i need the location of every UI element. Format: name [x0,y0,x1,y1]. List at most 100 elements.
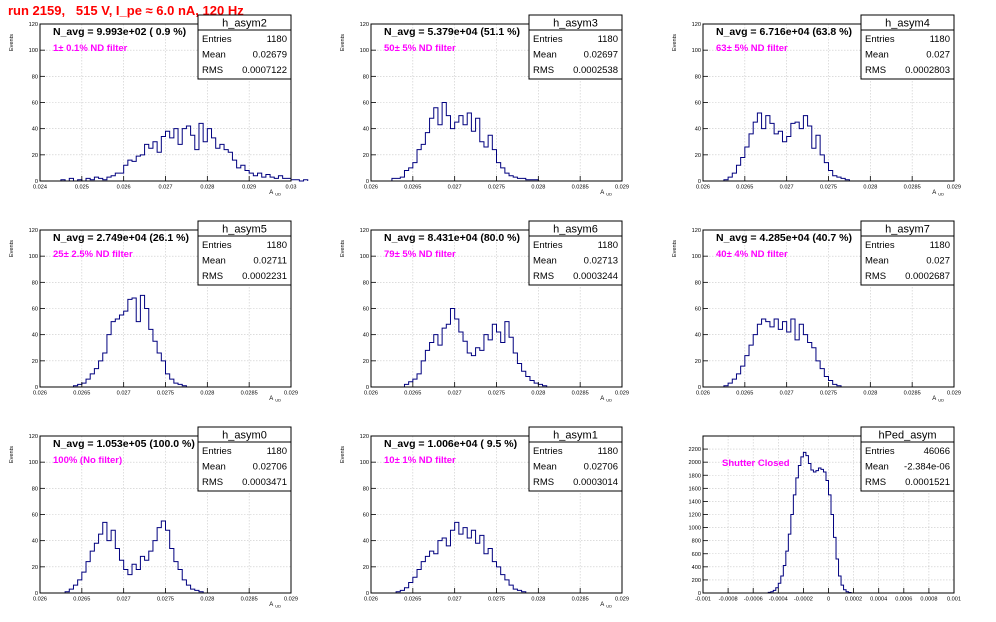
stats-label-mean: Mean [202,50,226,61]
x-tick-label: 0.0008 [920,597,937,603]
x-tick-label: 0.029 [615,597,629,603]
x-tick-label: 0.0006 [895,597,912,603]
x-tick-label: 0.027 [780,185,794,191]
y-axis-label: Events [672,34,678,51]
stats-label-entries: Entries [865,240,895,251]
y-tick-label: 20 [363,565,369,571]
y-tick-label: 1200 [689,513,701,519]
stats-value-mean: 0.027 [926,50,950,61]
y-tick-label: 60 [32,307,38,313]
y-tick-label: 80 [32,74,38,80]
y-tick-label: 60 [695,101,701,107]
x-tick-label: 0.027 [780,391,794,397]
x-tick-label: 0.026 [364,391,378,397]
stats-box: hPed_asym Entries 46066 Mean -2.384e-06 RMS 0.… [860,426,955,492]
filter-annotation: 1± 0.1% ND filter [53,43,128,54]
x-tick-label: 0.029 [947,185,961,191]
page-title: run 2159, 515 V, I_pe ≈ 6.0 nA, 120 Hz [8,3,244,18]
stats-value-mean: 0.02706 [253,462,287,473]
y-tick-label: 0 [35,179,38,185]
panel-h_asym1: 0.026 0.0265 0.027 0.0275 0.028 0.0285 0.029 0 2… [340,426,629,609]
x-tick-label: 0.0275 [157,391,174,397]
x-tick-label: 0.0265 [73,597,90,603]
stats-box: h_asym7 Entries 1180 Mean 0.027 RMS 0.0002687 [860,220,955,286]
x-tick-label: -0.0008 [719,597,738,603]
x-tick-label: 0.0285 [904,185,921,191]
y-tick-label: 20 [32,565,38,571]
stats-value-entries: 1180 [598,240,618,251]
x-axis-label-sub: UD [275,398,281,403]
y-tick-label: 80 [695,74,701,80]
stats-value-entries: 1180 [930,240,950,251]
stats-box-frame [528,220,623,286]
histogram-line [723,318,842,387]
y-tick-label: 2000 [689,460,701,466]
x-tick-label: 0.0265 [73,391,90,397]
stats-box: h_asym6 Entries 1180 Mean 0.02713 RMS 0.000324… [528,220,623,286]
y-tick-label: 0 [35,385,38,391]
x-axis-label-main: A [269,602,273,608]
y-axis-label: Events [9,34,15,51]
y-tick-label: 100 [29,460,38,466]
filter-annotation: 10± 1% ND filter [384,455,456,466]
panel-h_asym4: 0.026 0.0265 0.027 0.0275 0.028 0.0285 0.029 0 2… [672,14,961,197]
y-tick-label: 80 [363,486,369,492]
stats-label-entries: Entries [533,240,563,251]
y-axis-label: Events [9,240,15,257]
y-tick-label: 200 [692,578,701,584]
y-tick-label: 120 [692,22,701,28]
y-tick-label: 20 [32,359,38,365]
stats-box: h_asym3 Entries 1180 Mean 0.02697 RMS 0.000253… [528,14,623,80]
y-tick-label: 80 [363,74,369,80]
y-tick-label: 60 [32,513,38,519]
y-tick-label: 120 [360,228,369,234]
x-tick-label: 0.025 [75,185,89,191]
x-tick-label: 0.026 [696,391,710,397]
stats-label-entries: Entries [865,446,895,457]
y-tick-label: 1800 [689,473,701,479]
y-tick-label: 0 [366,591,369,597]
x-tick-label: 0.027 [448,185,462,191]
stats-value-mean: 0.027 [926,256,950,267]
stats-box: h_asym5 Entries 1180 Mean 0.02711 RMS 0.000223… [197,220,292,286]
x-tick-label: 0.026 [33,597,47,603]
x-tick-label: -0.0004 [769,597,788,603]
histogram-line [723,112,850,181]
y-tick-label: 120 [360,22,369,28]
y-tick-label: 40 [363,127,369,133]
x-tick-label: 0.024 [33,185,47,191]
x-tick-label: 0.03 [286,185,297,191]
stats-box-title: hPed_asym [878,430,936,442]
panel-h_asym3: 0.026 0.0265 0.027 0.0275 0.028 0.0285 0.029 0 2… [340,14,629,197]
stats-value-entries: 1180 [267,34,287,45]
stats-value-rms: 0.0002803 [905,65,950,76]
x-tick-label: 0.029 [615,185,629,191]
y-tick-label: 60 [363,101,369,107]
x-axis-label-sub: UD [606,604,612,609]
x-axis-label-main: A [269,396,273,402]
x-axis-label-main: A [600,396,604,402]
stats-label-entries: Entries [202,34,232,45]
stats-label-entries: Entries [202,446,232,457]
panel-h_asym6: 0.026 0.0265 0.027 0.0275 0.028 0.0285 0.029 0 2… [340,220,629,403]
stats-value-rms: 0.0002538 [573,65,618,76]
y-tick-label: 20 [695,153,701,159]
y-tick-label: 40 [695,333,701,339]
stats-value-entries: 1180 [267,446,287,457]
filter-annotation: 100% (No filter) [53,455,122,466]
x-tick-label: 0.0275 [488,597,505,603]
stats-box: h_asym0 Entries 1180 Mean 0.02706 RMS 0.000347… [197,426,292,492]
y-tick-label: 1400 [689,499,701,505]
y-tick-label: 60 [363,307,369,313]
y-tick-label: 600 [692,552,701,558]
stats-label-rms: RMS [533,65,554,76]
stats-box-title: h_asym0 [222,430,267,442]
stats-box-title: h_asym7 [885,224,930,236]
x-tick-label: 0.027 [448,597,462,603]
y-axis-label: Events [340,34,346,51]
stats-label-mean: Mean [533,50,557,61]
stats-box-frame [197,220,292,286]
y-tick-label: 100 [692,48,701,54]
stats-label-mean: Mean [202,256,226,267]
filter-annotation: 40± 4% ND filter [716,249,788,260]
